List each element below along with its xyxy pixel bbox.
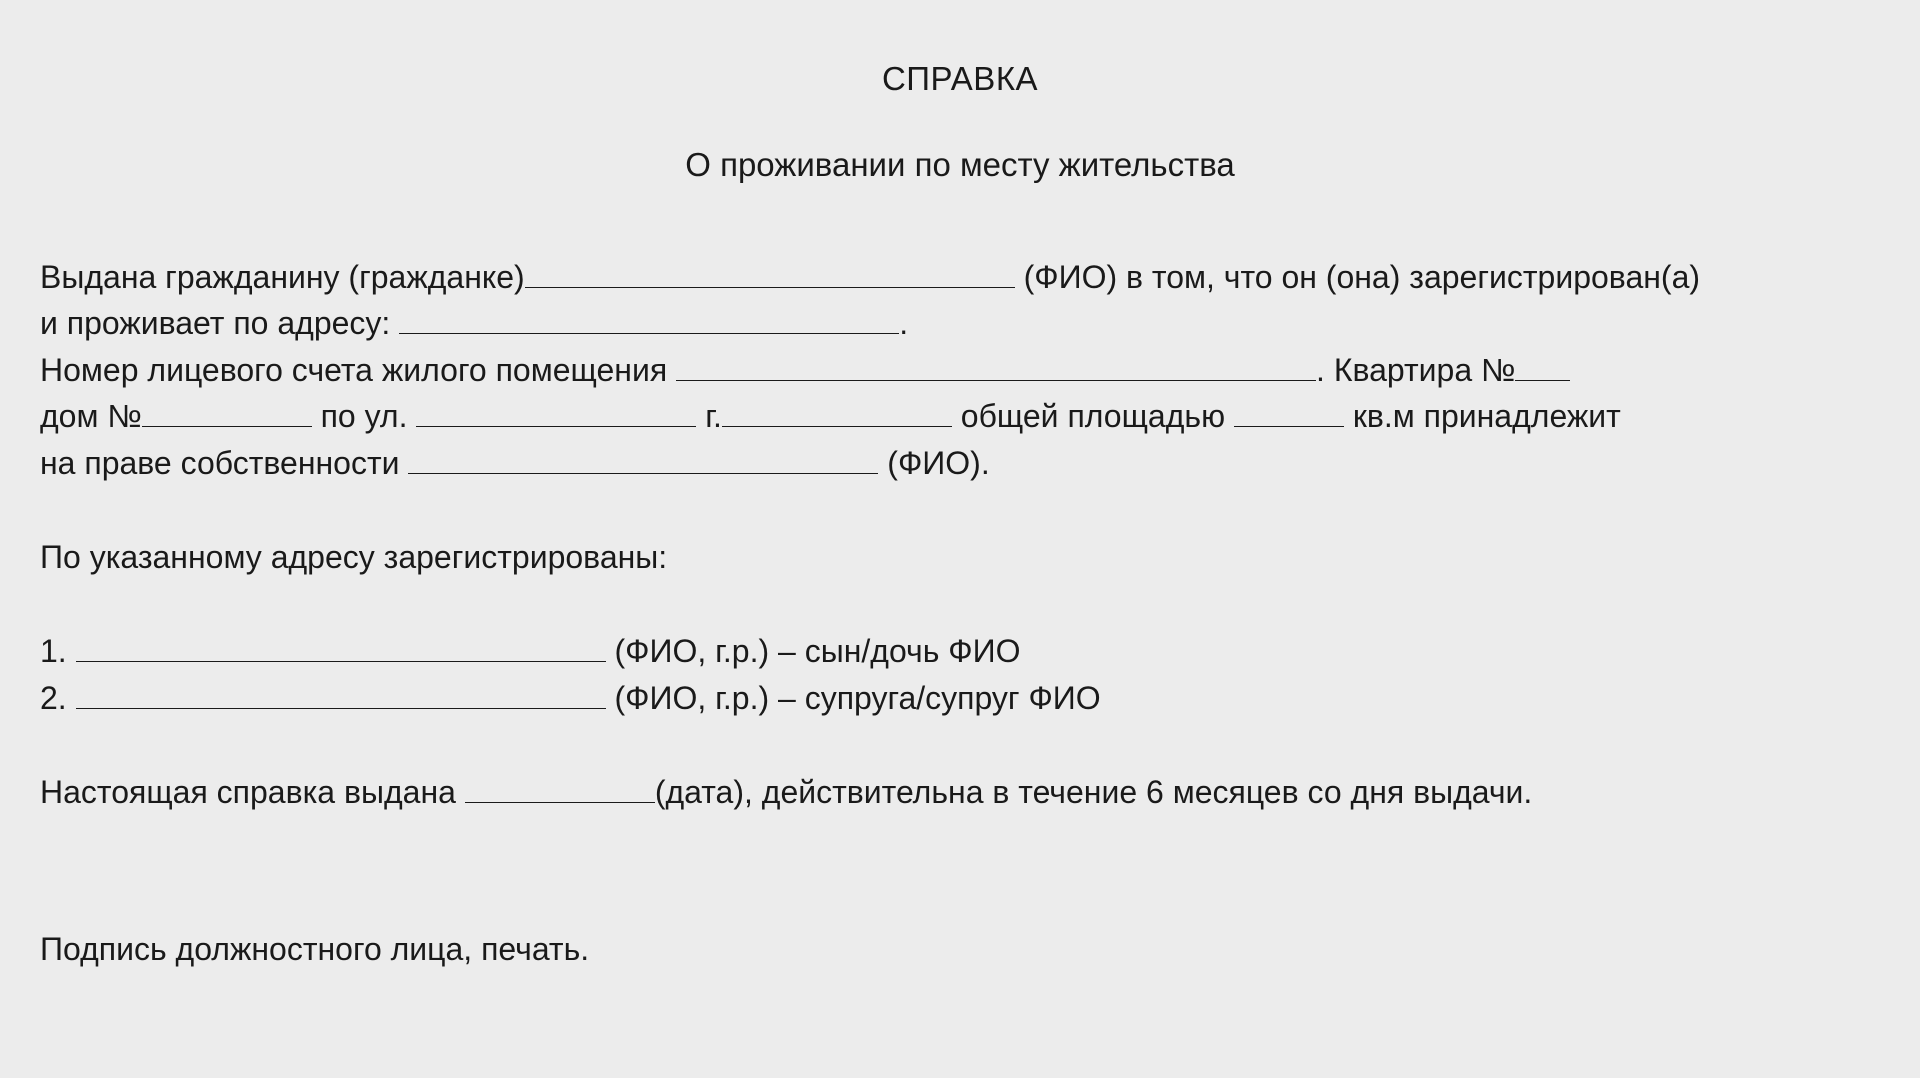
paragraph-issued: Настоящая справка выдана (дата), действи…: [40, 769, 1880, 815]
text-spouse: (ФИО, г.р.) – супруга/супруг ФИО: [606, 680, 1101, 716]
blank-fio: [525, 259, 1015, 288]
registered-heading: По указанному адресу зарегистрированы:: [40, 534, 1880, 580]
blank-apt-num: [1515, 352, 1570, 381]
text-issued-to: Выдана гражданину (гражданке): [40, 259, 525, 295]
signature-line: Подпись должностного лица, печать.: [40, 926, 1880, 972]
text-apartment-num: . Квартира №: [1316, 352, 1515, 388]
document-subtitle: О проживании по месту жительства: [40, 146, 1880, 184]
text-lives-at: и проживает по адресу:: [40, 305, 399, 341]
blank-area: [1234, 398, 1344, 427]
blank-city: [722, 398, 952, 427]
text-city: г.: [696, 398, 722, 434]
blank-account: [676, 352, 1316, 381]
text-cert-issued: Настоящая справка выдана: [40, 774, 465, 810]
blank-person-2: [76, 680, 606, 709]
text-fio-registered: (ФИО) в том, что он (она) зарегистрирова…: [1015, 259, 1700, 295]
paragraph-main: Выдана гражданину (гражданке) (ФИО) в то…: [40, 254, 1880, 486]
blank-person-1: [76, 634, 606, 663]
text-account-number: Номер лицевого счета жилого помещения: [40, 352, 676, 388]
text-sqm-belongs: кв.м принадлежит: [1344, 398, 1621, 434]
text-date-valid: (дата), действительна в течение 6 месяце…: [655, 774, 1532, 810]
text-house-num: дом №: [40, 398, 142, 434]
certificate-document: СПРАВКА О проживании по месту жительства…: [40, 60, 1880, 972]
text-son-daughter: (ФИО, г.р.) – сын/дочь ФИО: [606, 633, 1021, 669]
blank-date: [465, 774, 655, 803]
text-total-area: общей площадью: [952, 398, 1234, 434]
text-street: по ул.: [312, 398, 417, 434]
text-fio-owner: (ФИО).: [878, 445, 989, 481]
registered-list: 1. (ФИО, г.р.) – сын/дочь ФИО 2. (ФИО, г…: [40, 628, 1880, 721]
list-num-2: 2.: [40, 680, 76, 716]
text-period: .: [899, 305, 908, 341]
blank-address: [399, 306, 899, 335]
text-ownership: на праве собственности: [40, 445, 408, 481]
document-title: СПРАВКА: [40, 60, 1880, 98]
blank-street: [416, 398, 696, 427]
list-num-1: 1.: [40, 633, 76, 669]
blank-house-num: [142, 398, 312, 427]
blank-owner: [408, 445, 878, 474]
